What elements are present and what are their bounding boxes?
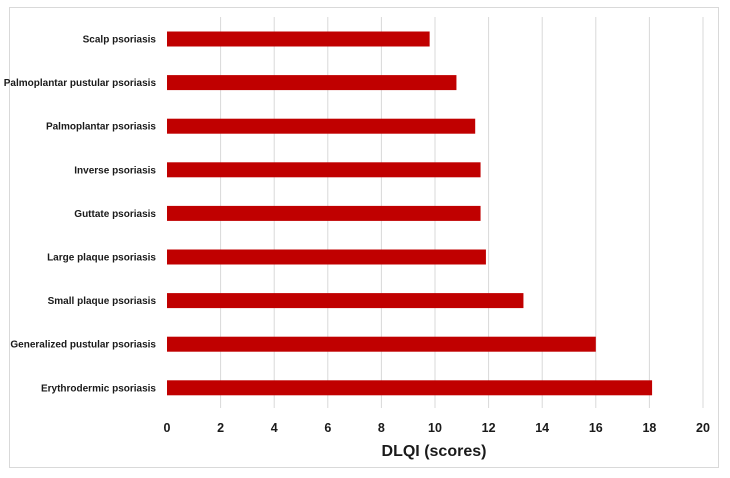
category-label: Palmoplantar pustular psoriasis	[4, 78, 157, 89]
category-labels: Scalp psoriasis Palmoplantar pustular pso…	[4, 35, 157, 395]
category-label: Erythrodermic psoriasis	[41, 383, 156, 394]
category-label: Guttate psoriasis	[74, 209, 156, 220]
x-tick-labels: 0 2 4 6 8 10 12 14 16 18 20	[164, 421, 710, 435]
x-tick-label: 0	[164, 421, 171, 435]
x-tick-label: 20	[696, 421, 710, 435]
x-tick-label: 14	[535, 421, 549, 435]
x-tick-label: 4	[271, 421, 278, 435]
bar	[167, 205, 481, 221]
category-label: Inverse psoriasis	[74, 165, 156, 176]
category-label: Scalp psoriasis	[83, 35, 157, 46]
x-tick-label: 12	[482, 421, 496, 435]
bar	[167, 162, 481, 178]
category-label: Palmoplantar psoriasis	[46, 122, 156, 133]
x-tick-label: 2	[217, 421, 224, 435]
x-tick-label: 10	[428, 421, 442, 435]
x-tick-label: 18	[642, 421, 656, 435]
bar	[167, 75, 457, 91]
category-label: Generalized pustular psoriasis	[10, 340, 156, 351]
category-label: Small plaque psoriasis	[48, 296, 157, 307]
category-label: Large plaque psoriasis	[47, 253, 156, 264]
x-tick-label: 8	[378, 421, 385, 435]
bar	[167, 31, 430, 47]
bar	[167, 249, 486, 265]
x-tick-label: 16	[589, 421, 603, 435]
bar	[167, 380, 653, 396]
bar	[167, 118, 476, 134]
bars	[167, 31, 653, 396]
x-axis-title: DLQI (scores)	[382, 443, 487, 460]
bar	[167, 293, 524, 309]
bar	[167, 336, 596, 352]
x-tick-label: 6	[324, 421, 331, 435]
